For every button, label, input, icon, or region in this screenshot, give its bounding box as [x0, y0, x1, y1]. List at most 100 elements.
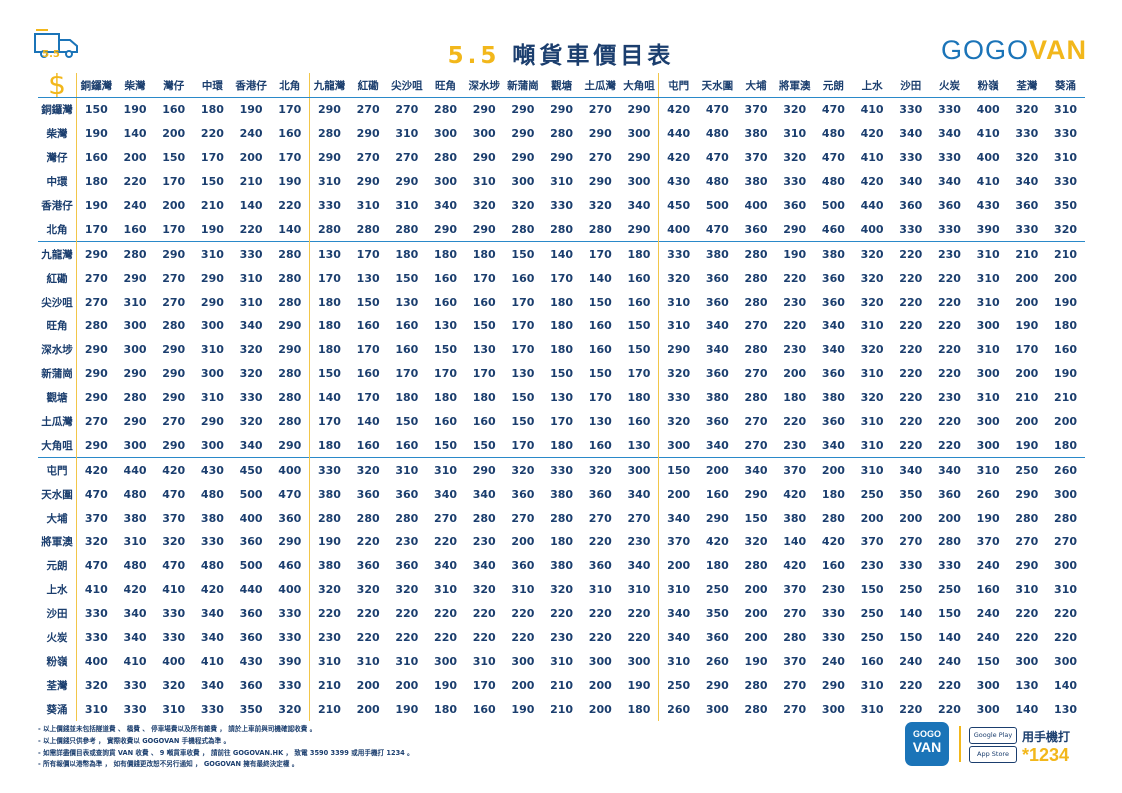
price-cell: 360	[705, 295, 729, 309]
price-cell: 300	[200, 367, 224, 381]
price-cell: 470	[84, 559, 108, 573]
price-cell: 270	[84, 295, 108, 309]
price-cell: 180	[619, 241, 660, 267]
price-cell: 220	[588, 631, 612, 645]
price-cell: 180	[705, 559, 729, 573]
price-cell: 310	[667, 654, 691, 668]
price-cell: 260	[1046, 457, 1085, 483]
price-cell: 160	[472, 295, 496, 309]
price-cell: 330	[899, 559, 923, 573]
price-cell: 300	[976, 678, 1000, 692]
price-cell: 210	[200, 199, 224, 212]
table-row: 深水埗 290 300 290 310 320 290 180 170 160 150 130 170 1…	[38, 337, 1085, 362]
table-row: 尖沙咀 270 310 270 290 310 280 180 150 130 160 160 170 1…	[38, 290, 1085, 315]
app-logo[interactable]: GOGO VAN	[905, 722, 949, 766]
price-cell: 220	[899, 415, 923, 429]
price-cell: 340	[619, 482, 660, 507]
price-cell: 180	[434, 702, 458, 716]
price-cell: 340	[667, 631, 691, 645]
price-cell: 160	[588, 319, 612, 333]
price-cell: 310	[860, 438, 884, 452]
price-cell: 180	[426, 241, 465, 267]
price-cell: 180	[200, 103, 224, 117]
column-header: 北角	[270, 73, 311, 98]
price-cell: 330	[84, 607, 108, 621]
price-cell: 320	[162, 535, 186, 549]
price-cell: 290	[619, 97, 660, 122]
google-play-badge[interactable]: Google Play	[969, 727, 1017, 744]
price-cell: 150	[356, 295, 380, 309]
price-cell: 190	[775, 241, 815, 267]
price-cell: 380	[698, 241, 737, 267]
price-cell: 290	[744, 487, 768, 501]
price-cell: 320	[472, 199, 496, 212]
price-cell: 360	[395, 487, 419, 501]
header-row: 銅鑼灣 柴灣 灣仔 中環 香港仔 北角 九龍灣 紅磡 尖沙咀 旺角 深水埗 新蒲崗 觀塘 土瓜灣 大角咀 屯門…	[38, 73, 1085, 98]
column-header: 大埔	[736, 73, 776, 98]
table-row: 中環 180 220 170 150 210 190 310 290 290 300 310 300 31…	[38, 169, 1085, 194]
price-cell: 360	[511, 559, 535, 573]
price-cell: 360	[937, 199, 961, 212]
price-cell: 220	[356, 607, 380, 621]
price-cell: 160	[511, 271, 535, 285]
app-store-badge[interactable]: App Store	[969, 746, 1017, 763]
column-header: 沙田	[891, 73, 931, 98]
price-cell: 300	[511, 654, 535, 668]
table-row: 上水 410 420 410 420 440 400 320 320 320 310 320 310 32…	[38, 577, 1085, 602]
price-cell: 170	[1015, 343, 1039, 357]
price-cell: 220	[937, 343, 961, 357]
price-cell: 180	[821, 487, 845, 501]
price-cell: 150	[472, 438, 496, 452]
price-cell: 310	[356, 654, 380, 668]
price-cell: 330	[84, 631, 108, 645]
price-cell: 290	[821, 678, 845, 692]
price-cell: 330	[658, 241, 698, 267]
price-cell: 180	[1054, 438, 1078, 452]
price-cell: 230	[783, 343, 807, 357]
price-cell: 130	[395, 295, 419, 309]
price-cell: 130	[472, 343, 496, 357]
price-cell: 160	[434, 295, 458, 309]
price-cell: 150	[976, 654, 1000, 668]
price-cell: 310	[860, 702, 884, 716]
price-cell: 460	[821, 222, 845, 236]
price-cell: 210	[317, 678, 341, 692]
price-cell: 240	[976, 607, 1000, 621]
price-cell: 260	[705, 654, 729, 668]
price-cell: 220	[937, 702, 961, 716]
price-cell: 300	[1054, 487, 1078, 501]
price-cell: 310	[317, 175, 341, 189]
price-cell: 310	[472, 654, 496, 668]
price-cell: 270	[511, 511, 535, 525]
price-cell: 180	[387, 241, 427, 267]
price-cell: 150	[588, 295, 612, 309]
price-cell: 310	[976, 295, 1000, 309]
table-row: 將軍澳 320 310 320 330 360 290 190 220 230 220 230 200 1…	[38, 530, 1085, 554]
van-icon	[34, 29, 78, 58]
price-cell: 200	[783, 367, 807, 381]
column-header: 土瓜灣	[580, 73, 620, 98]
price-cell: 170	[511, 295, 535, 309]
price-cell: 160	[434, 271, 458, 285]
price-cell: 450	[231, 457, 271, 483]
footnote: - 如需詳盡價目表或查詢貨 VAN 收費 、 9 噸貨車收費 ， 請前往 GOG…	[38, 748, 414, 757]
price-cell: 320	[395, 583, 419, 597]
table-row: 天水圍 470 480 470 480 500 470 380 360 360 340 340 360 3…	[38, 482, 1085, 507]
price-cell: 270	[395, 151, 419, 165]
price-cell: 130	[619, 433, 660, 458]
price-cell: 170	[270, 145, 311, 170]
price-cell: 220	[783, 319, 807, 333]
price-cell: 320	[744, 535, 768, 549]
price-cell: 470	[705, 151, 729, 165]
price-cell: 270	[744, 438, 768, 452]
price-cell: 330	[162, 631, 186, 645]
price-cell: 200	[698, 457, 737, 483]
price-cell: 280	[84, 319, 108, 333]
brand-part-2: VAN	[1029, 35, 1088, 65]
price-cell: 340	[200, 607, 224, 621]
price-cell: 130	[588, 415, 612, 429]
price-cell: 380	[821, 391, 845, 405]
phone-number: *1234	[1022, 745, 1070, 765]
price-cell: 160	[395, 319, 419, 333]
price-cell: 290	[76, 241, 116, 267]
